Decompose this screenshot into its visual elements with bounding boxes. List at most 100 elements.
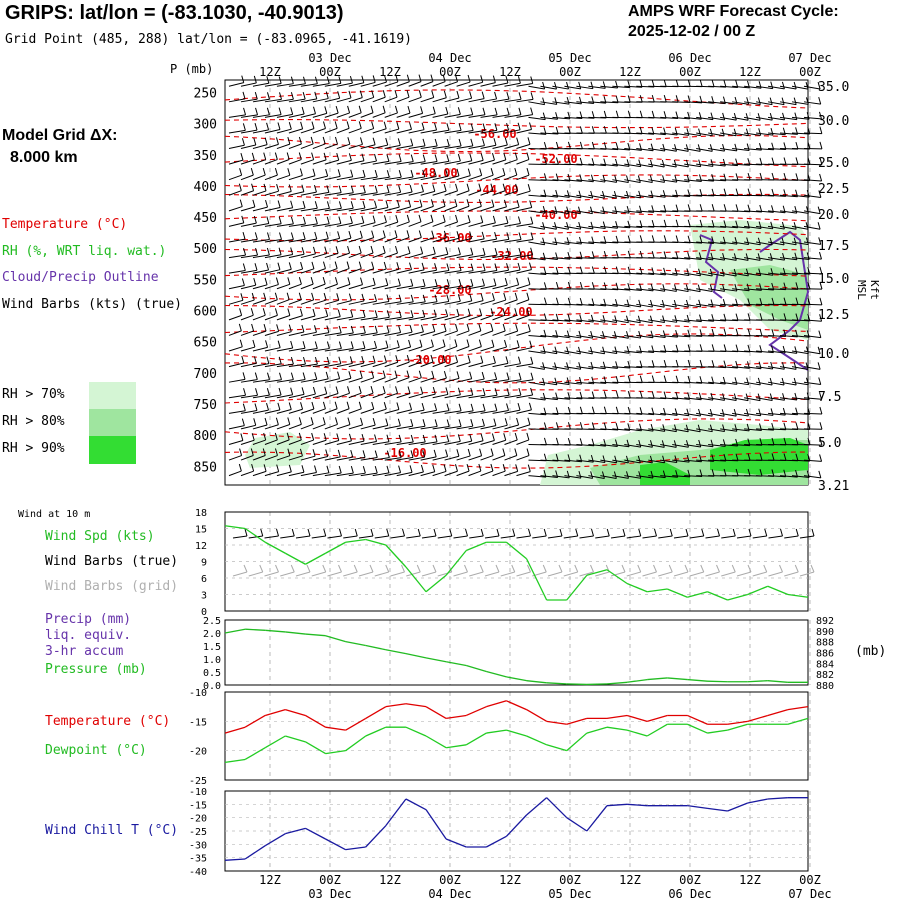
wind-barb-staff [312, 143, 326, 150]
wind-barb-flag [807, 173, 811, 181]
wind-barb-staff [480, 346, 495, 352]
wind-barb-flag [242, 372, 246, 380]
wind-barb-flag [480, 215, 484, 223]
wind-barb [264, 122, 281, 134]
wind-barb-staff [264, 206, 281, 212]
wind-barb-staff [348, 252, 362, 259]
wind-barb [336, 325, 354, 336]
wind-barb-flag [299, 168, 303, 176]
wind-barb-staff [576, 241, 594, 245]
wind-barb-staff [264, 284, 279, 290]
wind-barb [252, 292, 267, 305]
wind-barb-staff [228, 378, 246, 383]
wind-barb-flag [395, 386, 398, 394]
wind-barb-staff [408, 301, 426, 305]
wind-barb-flag [383, 402, 387, 410]
wind-barb-staff [468, 394, 486, 399]
wind-barb [276, 216, 294, 227]
temperature-line-segment [244, 714, 266, 728]
wind-barb-staff [300, 238, 317, 243]
wind-barb [312, 261, 326, 274]
wind-barb-staff [576, 116, 595, 119]
wind-barb-staff [540, 272, 559, 275]
wind-barb-staff [408, 112, 423, 118]
wind-barb-flag [735, 328, 739, 336]
wind-barb [612, 406, 631, 415]
wind-barb-flag [650, 190, 654, 198]
wind-barb-staff [564, 116, 583, 120]
wind-barb-flag [481, 278, 485, 286]
wind-barb-flag [278, 247, 282, 255]
wind-barb-staff [288, 83, 306, 87]
wind-barb-flag [335, 246, 339, 254]
wind-barb-flag [494, 372, 498, 380]
wind-barb-staff [696, 319, 714, 322]
wind-barb-flag [337, 371, 341, 379]
wind-barb [744, 268, 762, 277]
wind-barb [360, 434, 378, 445]
wind-barb-staff [528, 397, 546, 401]
wind-barb-staff [624, 179, 641, 184]
wind-barb-flag [578, 221, 582, 230]
wind-barb-flag [733, 409, 737, 417]
wind-barb [468, 231, 485, 243]
wind-barb-flag [615, 126, 619, 134]
wind-barb-flag [781, 221, 785, 230]
pressure-line-segment [667, 677, 688, 681]
wind-barb-true [323, 528, 327, 537]
wind-barb-flag [639, 266, 643, 275]
wind-barb-grid [290, 564, 295, 573]
wind-barb-staff [384, 112, 398, 118]
precip-tick: 2.0 [203, 629, 221, 640]
wind-barb [767, 112, 786, 121]
wind-barb [300, 106, 316, 118]
wind-barb-flag [275, 417, 279, 425]
wind-barb-flag [298, 152, 302, 160]
wind-barb-flag [433, 449, 437, 458]
wind-barb-flag [279, 232, 282, 240]
wind-barb-flag [382, 370, 386, 378]
wind-barb [779, 81, 797, 90]
wind-barb [288, 341, 306, 352]
wind-barb-staff [492, 299, 506, 305]
pressure-right-tick: 880 [816, 681, 834, 692]
wind-barb [456, 168, 471, 181]
height-tick: 12.5 [818, 308, 849, 323]
wind-barb-staff [732, 381, 749, 386]
wind-barb-staff [240, 129, 258, 134]
wind-barb-staff [720, 272, 737, 277]
wind-barb [492, 372, 510, 383]
pressure-line-segment [224, 628, 246, 634]
wind-barb-flag [527, 417, 531, 425]
wind-barb-grid [810, 564, 815, 573]
wind-barb-flag [758, 268, 762, 276]
wind-barb-flag [394, 105, 398, 114]
wind-barb [408, 230, 422, 243]
wind-barb-staff [791, 132, 810, 135]
wind-barb-staff [768, 194, 786, 197]
wind-barb-flag [455, 355, 459, 363]
wind-barb-flag [457, 153, 461, 162]
wind-barb-true [795, 528, 799, 537]
wind-barb-staff [624, 225, 643, 228]
wind-barb-staff [528, 334, 547, 338]
wind-barb [408, 464, 424, 477]
wind-barb-staff [468, 114, 486, 118]
wind-barb-true [484, 535, 500, 539]
wind-barb-flag [602, 361, 606, 369]
wind-barb-flag [430, 354, 434, 363]
wind-barb [780, 157, 799, 165]
wind-barb [228, 293, 244, 305]
wind-barb [312, 449, 329, 461]
wind-barb-staff [744, 132, 761, 136]
wind-barb-staff [636, 194, 654, 199]
wind-barb-flag [421, 184, 424, 192]
wind-barb-flag [396, 121, 400, 130]
wind-barb [528, 173, 547, 181]
pressure-line-segment [486, 670, 507, 678]
wind-barb-flag [458, 138, 462, 147]
wind-barb-flag [251, 152, 255, 161]
wind-barb-flag [406, 354, 410, 363]
wind-barb-staff [492, 284, 508, 290]
wind-barb [300, 449, 316, 461]
